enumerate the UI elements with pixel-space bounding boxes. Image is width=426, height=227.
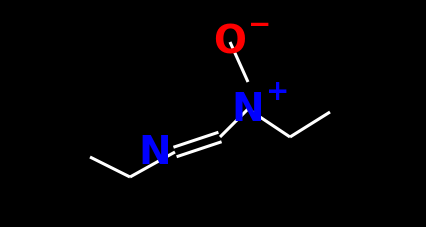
Text: −: − [248,11,271,39]
Text: N: N [231,91,264,128]
Text: N: N [138,133,171,171]
Text: +: + [266,78,289,106]
Text: O: O [213,24,246,62]
